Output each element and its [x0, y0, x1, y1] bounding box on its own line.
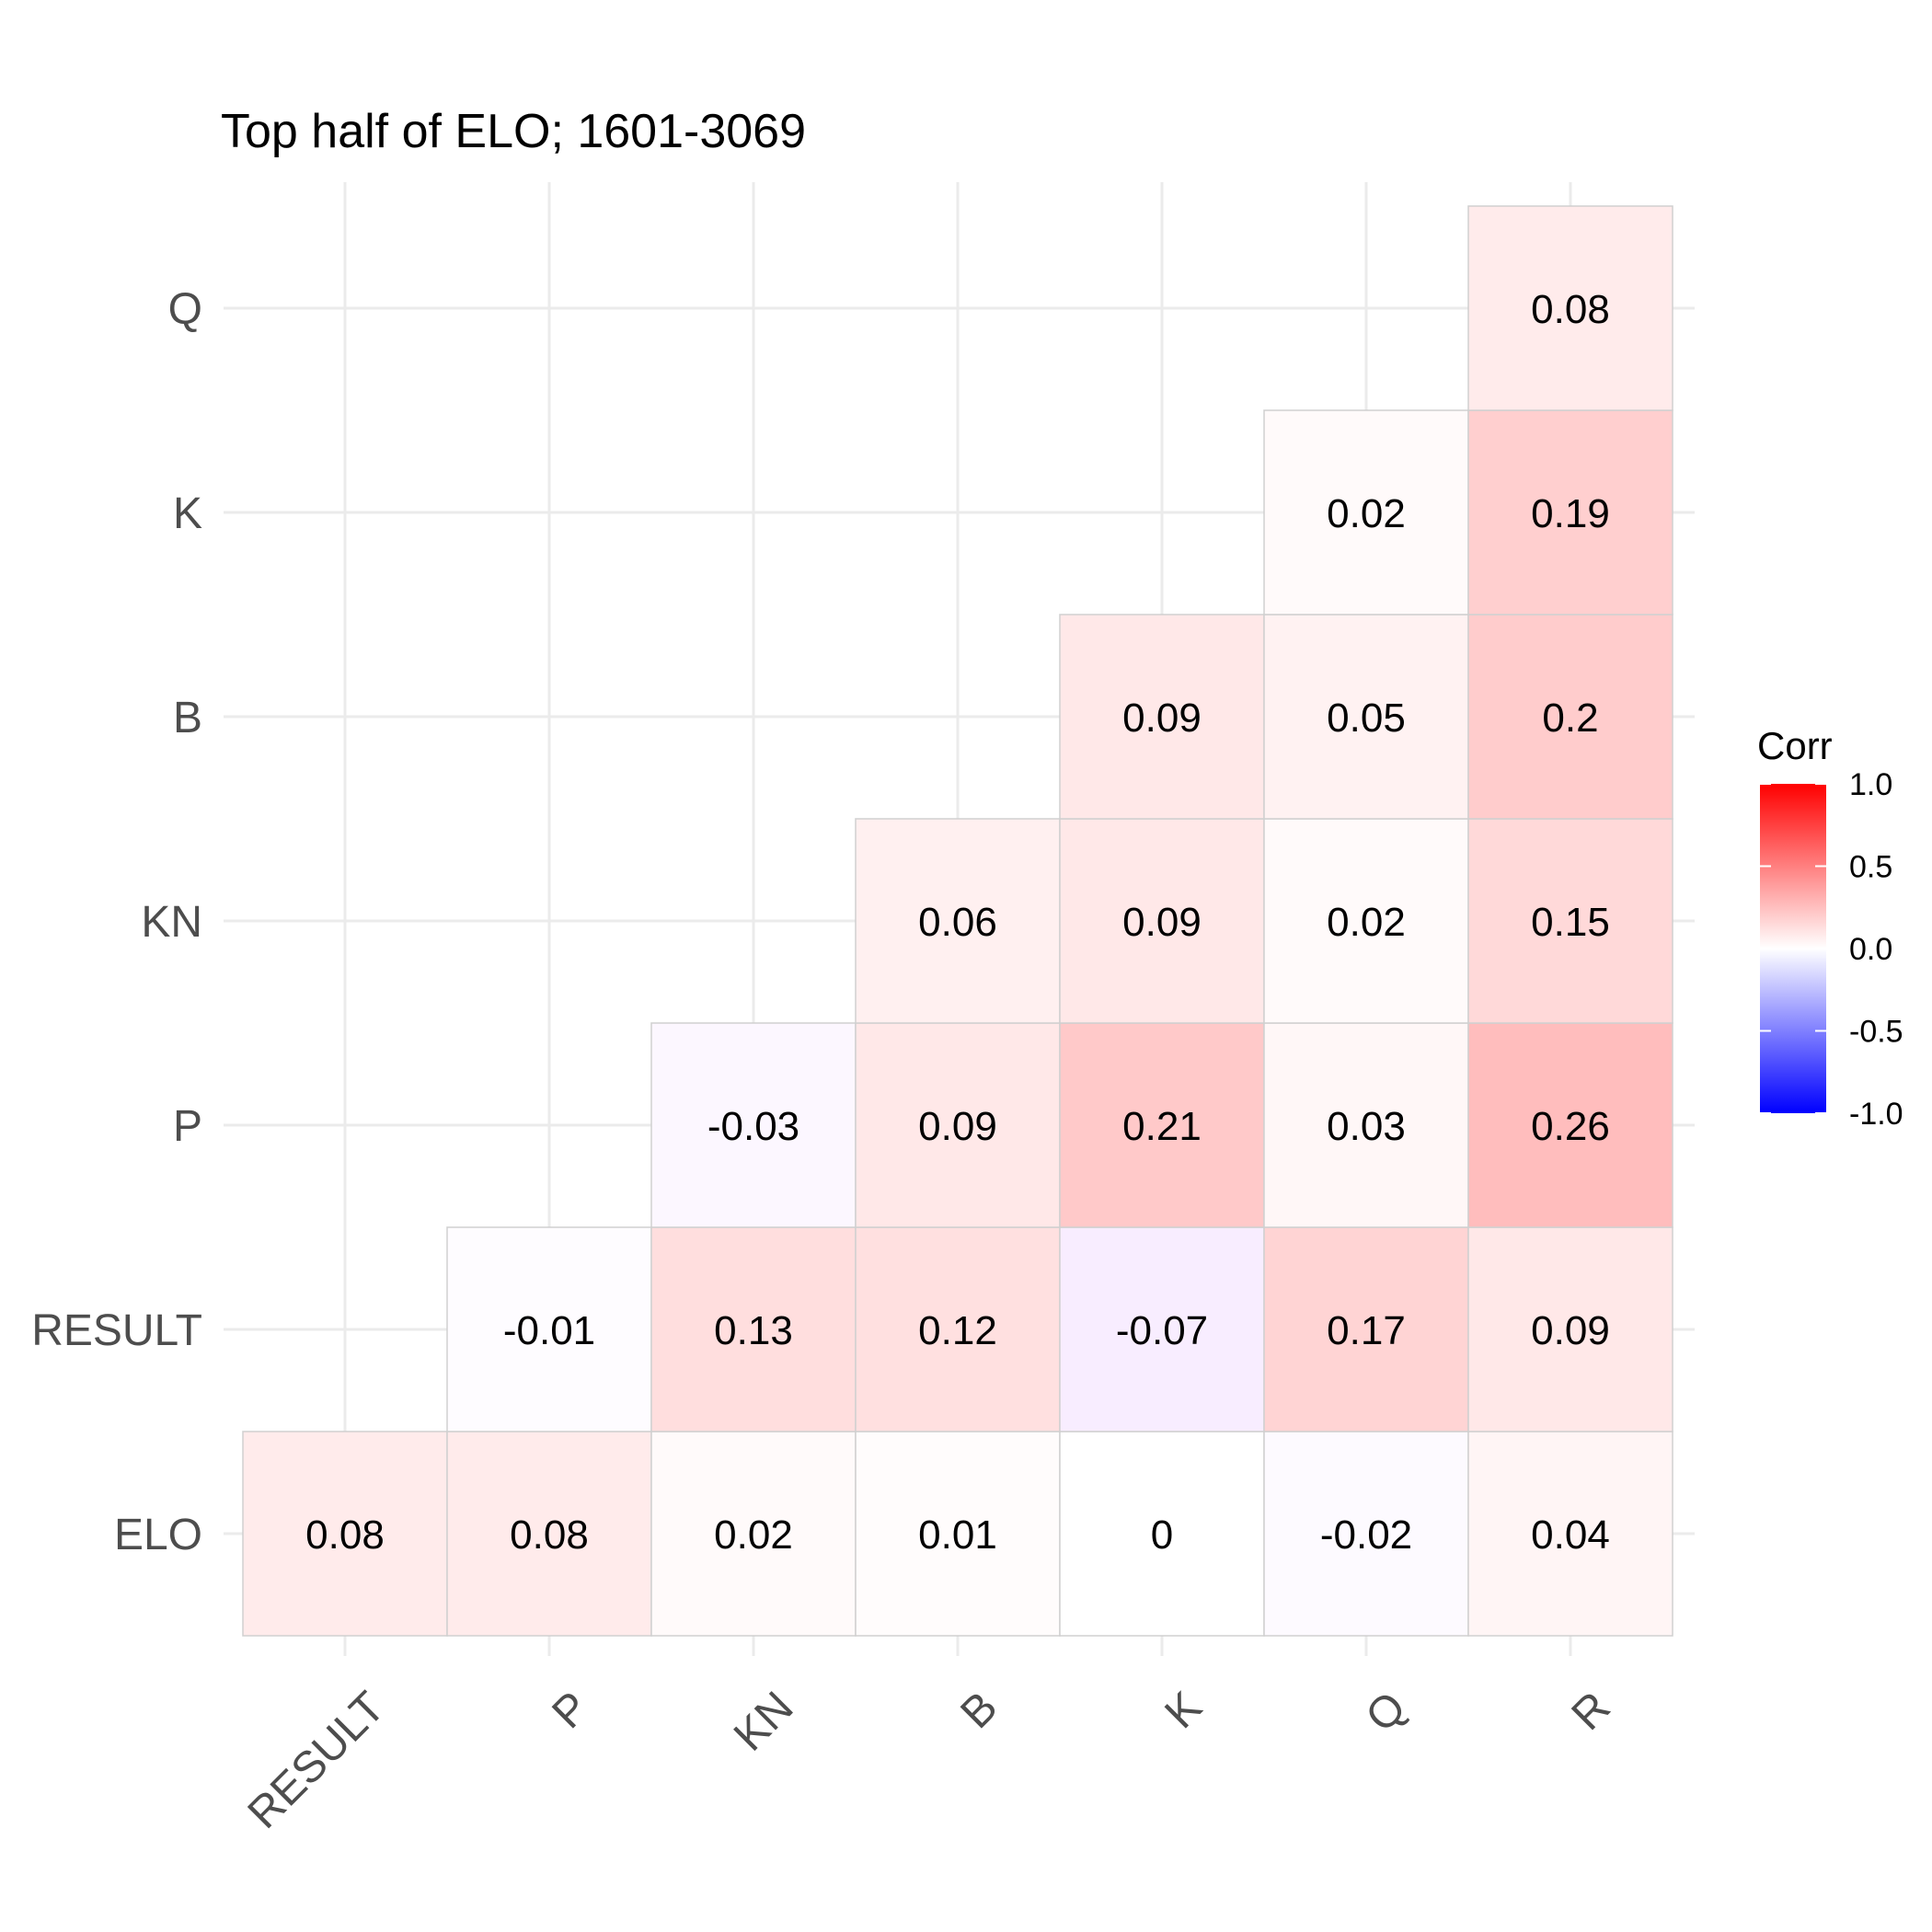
- heatmap-cell-r-k: [1467, 409, 1673, 615]
- heatmap-cell-r-b: [1467, 614, 1673, 820]
- heatmap-cell-r-q: [1467, 205, 1673, 411]
- x-tick-p: P: [543, 1683, 598, 1738]
- legend-ticks: 1.0 0.5 0.0 -0.5 -1.0: [1760, 767, 1903, 1132]
- cell-label-r-kn: 0.15: [1531, 900, 1610, 945]
- cell-label-k-b: 0.09: [1122, 696, 1202, 741]
- cell-label-b-result: 0.12: [918, 1308, 997, 1353]
- cell-label-k-kn: 0.09: [1122, 900, 1202, 945]
- heatmap-cell-kn-result: [650, 1226, 857, 1432]
- y-tick-q: Q: [168, 285, 202, 334]
- cell-label-k-p: 0.21: [1122, 1104, 1202, 1149]
- cell-label-b-kn: 0.06: [918, 900, 997, 945]
- chart-title: Top half of ELO; 1601-3069: [221, 105, 806, 158]
- heatmap-cell-b-p: [855, 1022, 1061, 1228]
- cell-label-k-result: -0.07: [1116, 1308, 1208, 1353]
- legend: Corr 1.0 0.5 0.0 -0.5 -1.0: [1757, 724, 1903, 1132]
- cell-label-q-result: 0.17: [1327, 1308, 1406, 1353]
- cell-label-p-result: -0.01: [503, 1308, 595, 1353]
- heatmap-cell-k-elo: [1059, 1431, 1265, 1637]
- y-axis-ticks: ELO RESULT P KN B K Q: [31, 285, 202, 1559]
- cell-label-r-p: 0.26: [1531, 1104, 1610, 1149]
- heatmap-cell-kn-p: [650, 1022, 857, 1228]
- heatmap-cells: [242, 205, 1673, 1637]
- y-tick-kn: KN: [141, 898, 202, 947]
- heatmap-cell-k-b: [1059, 614, 1265, 820]
- heatmap-cell-k-result: [1059, 1226, 1265, 1432]
- legend-tick-label: -1.0: [1849, 1097, 1903, 1132]
- legend-tick-label: 1.0: [1849, 767, 1892, 802]
- cell-label-q-p: 0.03: [1327, 1104, 1406, 1149]
- x-tick-result: RESULT: [239, 1683, 395, 1838]
- heatmap-cell-k-p: [1059, 1022, 1265, 1228]
- heatmap-cell-b-result: [855, 1226, 1061, 1432]
- y-tick-p: P: [173, 1102, 202, 1151]
- cell-labels: 0.08 0.08 0.02 0.01 0 -0.02 0.04 -0.01 0.13 0.12 -…: [305, 287, 1610, 1558]
- cell-label-q-kn: 0.02: [1327, 900, 1406, 945]
- cell-label-r-k: 0.19: [1531, 491, 1610, 536]
- cell-label-k-elo: 0: [1151, 1512, 1173, 1558]
- heatmap-cell-q-k: [1263, 409, 1469, 615]
- cell-label-b-elo: 0.01: [918, 1512, 997, 1558]
- heatmap-cell-p-result: [446, 1226, 652, 1432]
- heatmap-cell-r-result: [1467, 1226, 1673, 1432]
- cell-label-q-elo: -0.02: [1320, 1512, 1412, 1558]
- heatmap-cell-q-result: [1263, 1226, 1469, 1432]
- x-tick-r: R: [1563, 1683, 1620, 1740]
- y-tick-elo: ELO: [114, 1511, 202, 1559]
- cell-label-r-q: 0.08: [1531, 287, 1610, 332]
- x-tick-kn: KN: [725, 1683, 803, 1761]
- cell-label-kn-elo: 0.02: [714, 1512, 793, 1558]
- legend-tick-label: 0.5: [1849, 850, 1892, 885]
- heatmap-cell-r-kn: [1467, 818, 1673, 1024]
- legend-tick-label: 0.0: [1849, 932, 1892, 967]
- cell-label-result-elo: 0.08: [305, 1512, 385, 1558]
- cell-label-r-result: 0.09: [1531, 1308, 1610, 1353]
- x-axis-ticks: RESULT P KN B K Q R: [239, 1683, 1620, 1838]
- heatmap-cell-q-kn: [1263, 818, 1469, 1024]
- x-tick-q: Q: [1357, 1683, 1416, 1742]
- x-tick-k: K: [1156, 1683, 1211, 1738]
- legend-title: Corr: [1757, 724, 1833, 767]
- cell-label-q-k: 0.02: [1327, 491, 1406, 536]
- y-tick-result: RESULT: [31, 1306, 202, 1355]
- cell-label-kn-p: -0.03: [707, 1104, 799, 1149]
- heatmap-cell-q-elo: [1263, 1431, 1469, 1637]
- y-tick-b: B: [173, 694, 202, 742]
- cell-label-p-elo: 0.08: [510, 1512, 589, 1558]
- y-tick-k: K: [173, 489, 202, 538]
- heatmap-cell-k-kn: [1059, 818, 1265, 1024]
- cell-label-q-b: 0.05: [1327, 696, 1406, 741]
- x-tick-b: B: [951, 1683, 1006, 1738]
- heatmap-cell-b-kn: [855, 818, 1061, 1024]
- cell-label-r-elo: 0.04: [1531, 1512, 1610, 1558]
- cell-label-b-p: 0.09: [918, 1104, 997, 1149]
- cell-label-r-b: 0.2: [1542, 696, 1598, 741]
- heatmap-cell-r-p: [1467, 1022, 1673, 1228]
- heatmap-cell-q-p: [1263, 1022, 1469, 1228]
- heatmap-cell-kn-elo: [650, 1431, 857, 1637]
- heatmap-cell-r-elo: [1467, 1431, 1673, 1637]
- heatmap-cell-q-b: [1263, 614, 1469, 820]
- cell-label-kn-result: 0.13: [714, 1308, 793, 1353]
- legend-tick-label: -0.5: [1849, 1015, 1903, 1050]
